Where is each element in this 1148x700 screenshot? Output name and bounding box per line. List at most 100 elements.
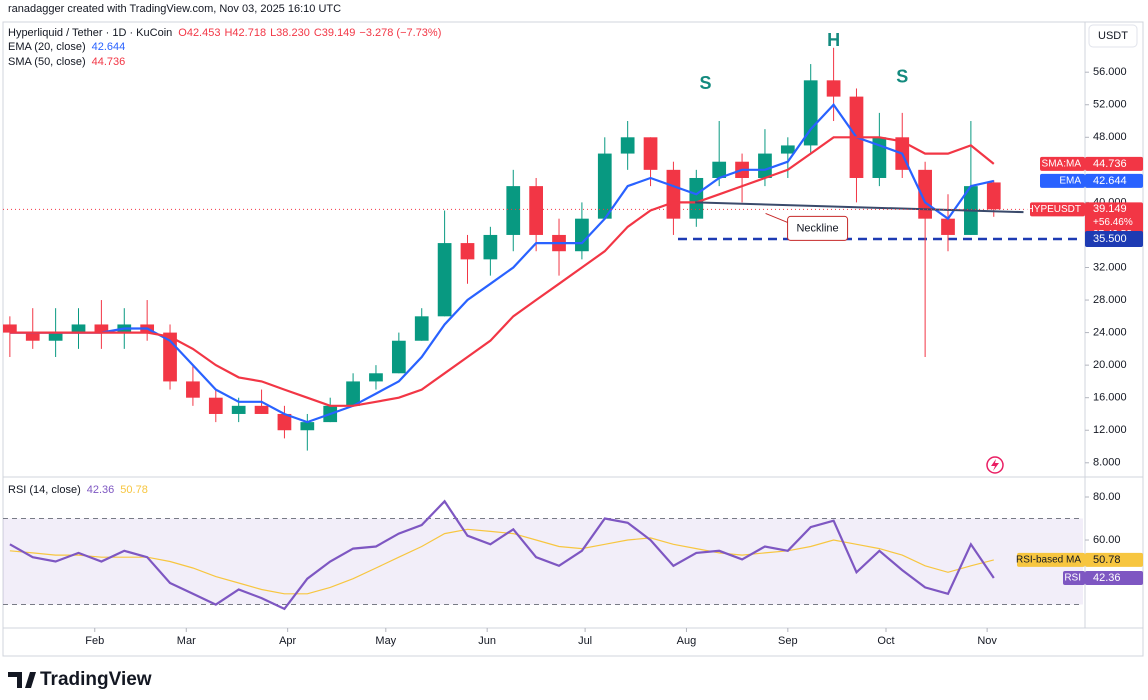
candle-body xyxy=(918,169,932,219)
currency[interactable]: USDT xyxy=(1098,30,1128,42)
rsi-line xyxy=(9,528,994,595)
candle-body xyxy=(437,243,452,317)
x-tick-label: Nov xyxy=(977,635,997,647)
x-tick-label: Jul xyxy=(578,635,592,647)
neckline-label: Neckline xyxy=(796,222,838,234)
axis-label-box xyxy=(1085,570,1143,585)
symbol-line: Hyperliquid / Tether · 1D · KuCoin O42.45… xyxy=(8,27,441,39)
x-tick-label: Jun xyxy=(478,635,496,647)
candle-body xyxy=(277,413,292,431)
rsi-title: RSI (14, close) xyxy=(8,484,81,496)
candle-body xyxy=(94,324,109,333)
y-tick-label: 32.000 xyxy=(1093,261,1127,273)
candle-body xyxy=(712,161,727,178)
rsi-legend-value: 42.36 xyxy=(87,484,115,496)
pattern-annotation: S xyxy=(896,67,908,87)
candle-body xyxy=(803,80,818,146)
axis-label-box xyxy=(1085,552,1143,567)
frame xyxy=(2,21,1144,657)
axis-label-name: RSI xyxy=(1064,573,1081,584)
axis-label-name: RSI-based MA xyxy=(1016,554,1081,565)
indicator-line xyxy=(9,102,995,424)
alert-icon[interactable] xyxy=(986,456,1004,474)
indicator-legend: EMA (20, close) 42.644 xyxy=(8,41,125,53)
candle-body xyxy=(643,137,658,170)
symbol: Hyperliquid / Tether · 1D · KuCoin xyxy=(8,27,172,39)
y-tick-label: 60.00 xyxy=(1093,534,1121,546)
candle-body xyxy=(231,405,246,414)
y-tick-label: 28.000 xyxy=(1093,294,1127,306)
indicator-legend: SMA (50, close) 44.736 xyxy=(8,56,125,68)
x-tick-label: Feb xyxy=(85,635,104,647)
axis-label-value: 50.78 xyxy=(1093,554,1121,566)
neckline-label-box xyxy=(787,215,849,241)
axis-label-box xyxy=(1085,156,1143,171)
x-tick-label: Aug xyxy=(677,635,697,647)
axis-label-name: SMA:MA xyxy=(1042,158,1082,169)
axis-label-box xyxy=(1085,231,1143,248)
axis-label-name: HYPEUSDT xyxy=(1027,204,1081,215)
candle-body xyxy=(460,243,475,260)
axis-label-tag xyxy=(1030,202,1085,217)
candle-body xyxy=(826,80,841,97)
candle-body xyxy=(780,145,795,154)
quote: H42.718 xyxy=(224,27,266,39)
neckline-pointer xyxy=(765,212,788,223)
last-price: 39.149 xyxy=(1093,203,1127,215)
currency-box[interactable] xyxy=(1088,24,1138,48)
x-tick-label: May xyxy=(375,635,396,647)
rsi-legend-value: 50.78 xyxy=(120,484,148,496)
candle-body xyxy=(48,332,63,341)
y-tick-label: 12.000 xyxy=(1093,424,1127,436)
axis-label-tag xyxy=(1040,156,1085,171)
rsi-legend: RSI (14, close) 42.36 50.78 xyxy=(8,484,148,496)
pattern-annotation: S xyxy=(699,73,711,93)
y-tick-label: 52.000 xyxy=(1093,99,1127,111)
indicator-value: 42.644 xyxy=(92,41,126,53)
y-tick-label: 80.00 xyxy=(1093,491,1121,503)
axis-label-box xyxy=(1085,173,1143,188)
candle-body xyxy=(575,218,589,252)
candle-body xyxy=(941,218,955,235)
quote: −3.278 (−7.73%) xyxy=(359,27,441,39)
y-tick-label: 20.000 xyxy=(1093,359,1127,371)
candle-body xyxy=(391,340,406,374)
candle-body xyxy=(483,234,498,260)
x-tick-label: Mar xyxy=(177,635,196,647)
candle-body xyxy=(758,153,772,178)
candle-body xyxy=(597,153,612,219)
candle-body xyxy=(529,186,543,235)
candle-body xyxy=(300,422,315,431)
axis-label-value: 42.36 xyxy=(1093,572,1121,584)
rsi-band xyxy=(3,518,1083,605)
axis-label-tag xyxy=(1040,173,1085,188)
credit: ranadagger created with TradingView.com,… xyxy=(8,3,341,15)
brand: TradingView xyxy=(40,669,152,690)
x-tick-label: Oct xyxy=(877,635,894,647)
candle-body xyxy=(254,405,269,414)
candle-body xyxy=(414,316,429,341)
candle-body xyxy=(369,373,383,382)
candle-body xyxy=(25,332,40,341)
axis-label-value: 42.644 xyxy=(1093,175,1127,187)
candle-body xyxy=(689,177,704,219)
candle-body xyxy=(666,169,681,219)
candle-body xyxy=(71,324,86,333)
indicator-name: SMA (50, close) xyxy=(8,56,86,68)
indicator-value: 44.736 xyxy=(92,56,126,68)
rsi-line xyxy=(9,499,995,611)
y-tick-label: 8.000 xyxy=(1093,457,1121,469)
y-tick-label: 56.000 xyxy=(1093,66,1127,78)
quote: L38.230 xyxy=(270,27,310,39)
x-tick-label: Sep xyxy=(778,635,798,647)
x-tick-label: Apr xyxy=(279,635,296,647)
y-tick-label: 24.000 xyxy=(1093,327,1127,339)
candle-body xyxy=(986,182,1001,210)
candle-body xyxy=(620,137,635,154)
axis-label-name: EMA xyxy=(1059,176,1081,187)
support-label: 35.500 xyxy=(1093,233,1127,245)
brand-logo xyxy=(8,672,36,688)
pattern-annotation: H xyxy=(827,30,840,50)
y-tick-label: 48.000 xyxy=(1093,131,1127,143)
